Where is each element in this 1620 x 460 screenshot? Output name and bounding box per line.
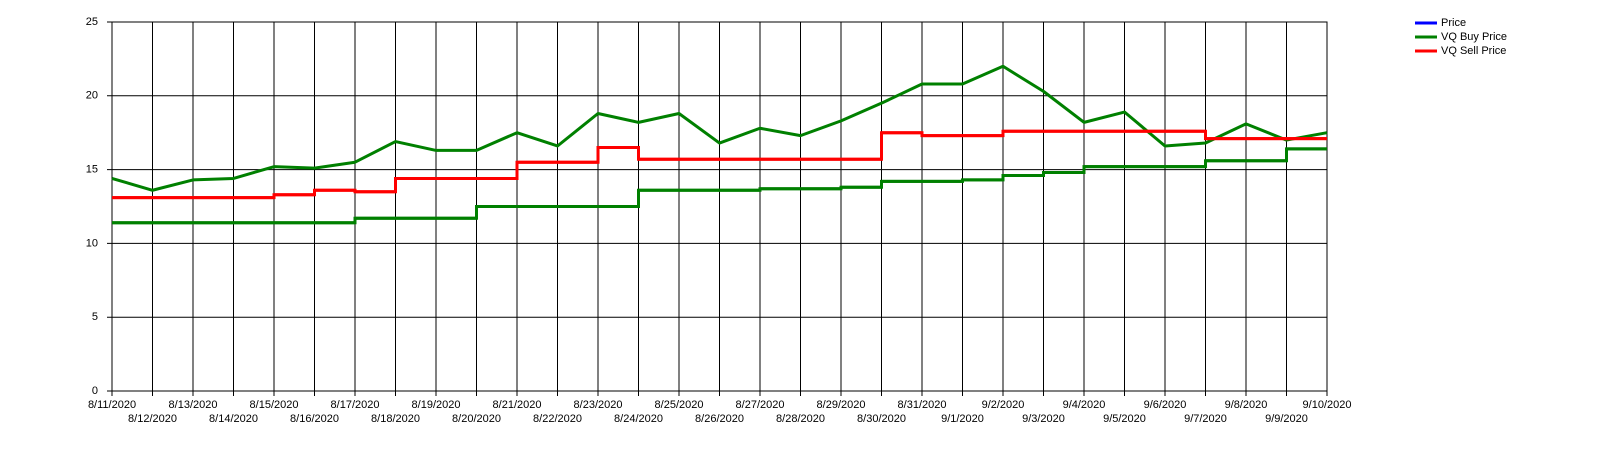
x-tick-label: 8/20/2020 [452, 413, 501, 425]
x-tick-label: 9/4/2020 [1063, 399, 1106, 411]
x-tick-label: 9/9/2020 [1265, 413, 1308, 425]
x-tick-label: 8/31/2020 [898, 399, 947, 411]
x-tick-label: 9/1/2020 [941, 413, 984, 425]
price-line [111, 64, 1328, 192]
x-tick-label: 9/5/2020 [1103, 413, 1146, 425]
legend-label: Price [1441, 17, 1466, 29]
x-tick-label: 8/15/2020 [250, 399, 299, 411]
x-tick-label: 9/8/2020 [1225, 399, 1268, 411]
x-tick-label: 8/16/2020 [290, 413, 339, 425]
x-tick-label: 8/18/2020 [371, 413, 420, 425]
y-tick-label: 5 [92, 311, 98, 323]
x-tick-label: 8/28/2020 [776, 413, 825, 425]
y-tick-label: 25 [86, 16, 98, 28]
x-tick-label: 8/11/2020 [88, 399, 136, 411]
x-tick-label: 9/3/2020 [1022, 413, 1065, 425]
x-tick-label: 9/7/2020 [1184, 413, 1227, 425]
x-tick-label: 9/6/2020 [1144, 399, 1187, 411]
x-tick-label: 8/21/2020 [493, 399, 542, 411]
x-tick-label: 8/22/2020 [533, 413, 582, 425]
x-tick-label: 9/10/2020 [1303, 399, 1352, 411]
x-tick-label: 8/24/2020 [614, 413, 663, 425]
x-tick-label: 8/25/2020 [655, 399, 704, 411]
x-tick-label: 8/17/2020 [331, 399, 380, 411]
y-tick-label: 20 [86, 90, 98, 102]
x-tick-label: 8/13/2020 [169, 399, 218, 411]
legend-label: VQ Buy Price [1441, 31, 1507, 43]
legend-label: VQ Sell Price [1441, 45, 1506, 57]
x-tick-label: 8/29/2020 [817, 399, 866, 411]
x-tick-label: 8/30/2020 [857, 413, 906, 425]
y-tick-label: 10 [86, 237, 98, 249]
x-tick-label: 8/19/2020 [412, 399, 461, 411]
x-tick-label: 9/2/2020 [982, 399, 1025, 411]
x-tick-label: 8/27/2020 [736, 399, 785, 411]
y-tick-label: 0 [92, 385, 98, 397]
x-tick-label: 8/14/2020 [209, 413, 258, 425]
x-tick-label: 8/26/2020 [695, 413, 744, 425]
x-tick-label: 8/23/2020 [574, 399, 623, 411]
y-tick-label: 15 [86, 164, 98, 176]
x-tick-label: 8/12/2020 [128, 413, 177, 425]
